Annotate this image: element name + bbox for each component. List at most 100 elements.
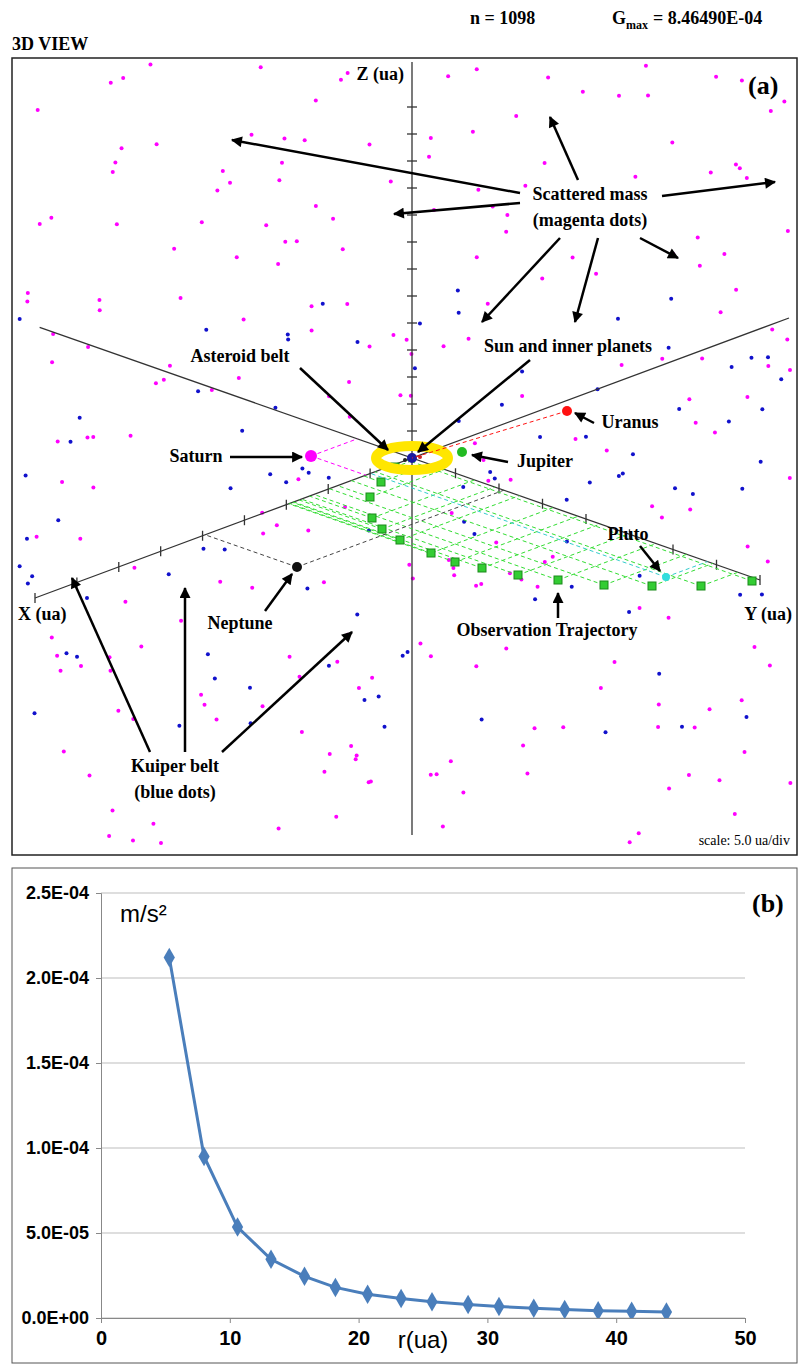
scattered-mass-dot [523,184,527,188]
z-axis-label: Z (ua) [356,64,404,85]
x-tick-mark [745,1318,746,1323]
kuiper-belt-dot [362,698,366,702]
kuiper-belt-dot [321,302,325,306]
arrow [662,182,775,196]
y-tick: 1.0E-04 [26,1138,101,1158]
annotation: Saturn [169,446,222,466]
panel-letter: (a) [748,71,778,100]
kuiper-belt-dot [673,486,677,490]
scattered-mass-dot [733,812,737,816]
scattered-mass-dot [660,357,664,361]
scattered-mass-dot [698,264,702,268]
kuiper-belt-dot [657,672,661,676]
scattered-mass-dot [215,717,219,721]
scattered-mass-dot [26,291,30,295]
pluto [662,573,670,581]
kuiper-belt-dot [744,715,748,719]
inner-planet [403,458,407,462]
scattered-mass-dot [303,138,307,142]
scattered-mass-dot [687,397,691,401]
y-tick-mark [96,1063,101,1064]
scattered-mass-dot [520,394,524,398]
trajectory-point [377,478,385,486]
scattered-mass-dot [708,707,712,711]
axis-tick [407,187,417,188]
kuiper-belt-dot [621,472,625,476]
scattered-mass-dot [486,479,490,483]
scattered-mass-dot [221,169,225,173]
axis-tick [407,268,417,269]
data-point [626,1302,637,1318]
kuiper-belt-dot [680,725,684,729]
scattered-mass-dot [199,693,203,697]
kuiper-belt-dot [268,472,272,476]
scattered-mass-dot [536,585,540,589]
grid-line [101,1148,745,1149]
scattered-mass-dot [786,229,790,233]
scattered-mass-dot [148,63,152,67]
scattered-mass-dot [738,166,742,170]
scattered-mass-dot [346,71,350,75]
kuiper-belt-dot [538,435,542,439]
x-tick-mark [359,1318,360,1323]
kuiper-belt-dot [570,585,574,589]
y-tick-label: 1.5E-04 [26,1053,89,1073]
scattered-mass-dot [743,750,747,754]
scattered-mass-dot [50,636,54,640]
scattered-mass-dot [766,560,770,564]
panel-letter: (b) [752,889,784,918]
data-point [330,1278,341,1298]
kuiper-belt-dot [730,365,734,369]
scattered-mass-dot [479,582,483,586]
scattered-mass-dot [87,773,91,777]
data-point [198,1147,209,1167]
kuiper-belt-dot [18,317,22,321]
scattered-mass-dot [283,240,287,244]
neptune-projection [205,535,297,567]
y-tick: 1.5E-04 [26,1053,101,1073]
scattered-mass-dot [745,176,749,180]
scattered-mass-dot [168,364,172,368]
scattered-mass-dot [131,839,135,843]
scattered-mass-dot [509,478,513,482]
trajectory-point [697,582,705,590]
scattered-mass-dot [370,676,374,680]
scattered-mass-dot [667,787,671,791]
scattered-mass-dot [646,94,650,98]
trajectory-point [396,536,404,544]
trajectory-point [366,493,374,501]
annotation: Jupiter [517,451,573,471]
grid-line [101,1063,745,1064]
scattered-mass-dot [35,535,39,539]
scattered-mass-dot [693,726,697,730]
scattered-mass-dot [59,669,63,673]
arrow [482,238,560,322]
scattered-mass-dot [696,236,700,240]
kuiper-belt-dot [493,477,497,481]
trajectory-grid-line [400,496,519,540]
chart-frame [12,868,797,1363]
arrows [72,117,775,752]
scattered-mass-dot [200,220,204,224]
scattered-mass-dot [347,380,351,384]
x-tick: 40 [606,1318,628,1349]
trajectory-grid-line [314,494,558,580]
annotation: Scattered mass [532,184,647,204]
kuiper-belt-dot [418,321,422,325]
gmax-value: = 8.46490E-04 [653,8,762,28]
scattered-mass-dot [295,239,299,243]
scattered-mass-dot [242,317,246,321]
arrow [72,578,150,752]
scattered-mass-dot [97,298,101,302]
kuiper-belt-dot [25,537,29,541]
scattered-mass-dot [551,555,555,559]
scattered-mass-dot [620,363,624,367]
scattered-mass-dot [474,584,478,588]
y-axis: 0.0E+005.0E-051.0E-041.5E-042.0E-042.5E-… [21,883,101,1328]
scattered-mass-dot [314,99,318,103]
plot-area [164,948,672,1318]
kuiper-belt-dot [616,317,620,321]
scattered-mass-dot [120,146,124,150]
scattered-mass-dot [310,304,314,308]
scattered-mass-dot [770,328,774,332]
